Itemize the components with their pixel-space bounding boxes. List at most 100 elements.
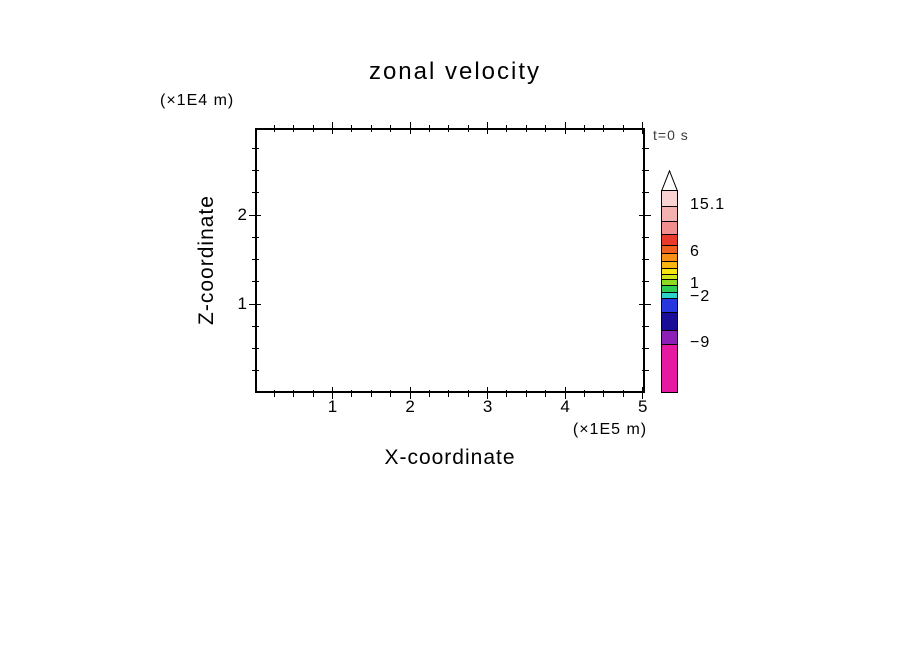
tick-mark — [641, 348, 649, 350]
tick-mark — [251, 192, 259, 194]
tick-mark — [641, 170, 649, 172]
colorbar-arrow-tip-icon — [661, 170, 678, 191]
x-axis-unit-label: (×1E5 m) — [572, 421, 648, 438]
tick-mark — [251, 236, 259, 238]
x-tick-label: 5 — [637, 397, 648, 416]
tick-mark — [428, 124, 430, 132]
tick-mark — [251, 281, 259, 283]
colorbar-label: −2 — [690, 288, 711, 305]
tick-mark — [370, 389, 372, 397]
tick-mark — [584, 124, 586, 132]
tick-mark — [251, 259, 259, 261]
tick-mark — [564, 387, 566, 399]
plot-title: zonal velocity — [368, 58, 542, 85]
tick-mark — [639, 303, 651, 305]
tick-mark — [467, 124, 469, 132]
tick-mark — [506, 124, 508, 132]
tick-mark — [428, 389, 430, 397]
tick-mark — [293, 389, 295, 397]
colorbar — [661, 170, 678, 393]
tick-mark — [641, 147, 649, 149]
colorbar-label: 15.1 — [690, 196, 726, 213]
tick-mark — [525, 389, 527, 397]
tick-mark — [273, 389, 275, 397]
colorbar-segment — [662, 344, 677, 392]
tick-mark — [390, 389, 392, 397]
tick-mark — [312, 389, 314, 397]
tick-mark — [642, 387, 644, 399]
colorbar-segment — [662, 253, 677, 261]
colorbar-segment — [662, 221, 677, 234]
tick-mark — [251, 370, 259, 372]
tick-mark — [251, 147, 259, 149]
time-label: t=0 s — [653, 127, 689, 143]
x-tick-label: 1 — [327, 397, 338, 416]
tick-mark — [351, 124, 353, 132]
tick-mark — [487, 122, 489, 134]
tick-mark — [251, 170, 259, 172]
x-tick-label: 3 — [482, 397, 493, 416]
plot-frame — [255, 128, 645, 393]
tick-mark — [487, 387, 489, 399]
tick-mark — [603, 389, 605, 397]
colorbar-bar — [661, 190, 678, 393]
colorbar-segment — [662, 234, 677, 245]
x-tick-label: 4 — [560, 397, 570, 416]
tick-mark — [584, 389, 586, 397]
y-tick-label: 1 — [237, 294, 247, 314]
y-tick-label: 2 — [237, 205, 247, 225]
colorbar-segment — [662, 268, 677, 274]
tick-mark — [545, 124, 547, 132]
x-axis-label: X-coordinate — [384, 446, 516, 469]
tick-mark — [639, 214, 651, 216]
tick-mark — [409, 387, 411, 399]
x-tick-label: 2 — [405, 397, 415, 416]
tick-mark — [641, 325, 649, 327]
colorbar-segment — [662, 245, 677, 253]
colorbar-segment — [662, 206, 677, 221]
colorbar-segment — [662, 330, 677, 344]
tick-mark — [642, 122, 644, 134]
colorbar-segment — [662, 312, 677, 330]
tick-mark — [506, 389, 508, 397]
tick-mark — [249, 303, 261, 305]
y-axis-label: Z-coordinate — [195, 195, 218, 325]
colorbar-labels: 15.1 6 1 −2 −9 — [690, 190, 750, 400]
tick-mark — [370, 124, 372, 132]
tick-mark — [293, 124, 295, 132]
tick-mark — [545, 389, 547, 397]
tick-mark — [564, 122, 566, 134]
tick-mark — [603, 124, 605, 132]
tick-mark — [622, 389, 624, 397]
tick-mark — [273, 124, 275, 132]
colorbar-segment — [662, 298, 677, 312]
y-axis-unit-label: (×1E4 m) — [160, 92, 235, 109]
colorbar-segment — [662, 261, 677, 268]
colorbar-segment — [662, 285, 677, 292]
colorbar-label: 6 — [690, 243, 700, 260]
tick-mark — [448, 124, 450, 132]
colorbar-label: −9 — [690, 334, 711, 351]
tick-mark — [448, 389, 450, 397]
tick-mark — [641, 259, 649, 261]
colorbar-segment — [662, 191, 677, 206]
colorbar-segment — [662, 292, 677, 298]
tick-mark — [467, 389, 469, 397]
tick-mark — [622, 124, 624, 132]
tick-mark — [525, 124, 527, 132]
tick-mark — [312, 124, 314, 132]
tick-mark — [249, 214, 261, 216]
tick-mark — [641, 370, 649, 372]
tick-mark — [641, 236, 649, 238]
tick-mark — [332, 122, 334, 134]
colorbar-label: 1 — [690, 275, 700, 292]
tick-mark — [390, 124, 392, 132]
tick-mark — [351, 389, 353, 397]
colorbar-segment — [662, 279, 677, 285]
tick-mark — [332, 387, 334, 399]
colorbar-segment — [662, 274, 677, 279]
tick-mark — [641, 281, 649, 283]
tick-mark — [251, 325, 259, 327]
tick-mark — [641, 192, 649, 194]
